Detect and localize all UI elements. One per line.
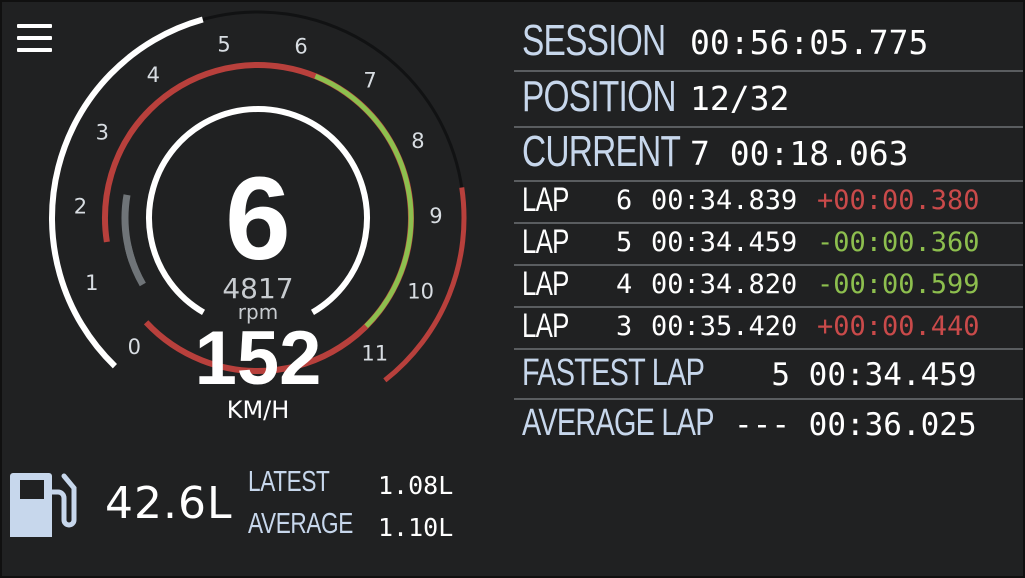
current-lap-row: CURRENT 7 00:18.063 [514,127,1023,182]
lap-label: LAP [522,265,569,303]
gauge-scale-label: 0 [128,335,141,359]
fastest-lap-value: 5 00:34.459 [734,357,977,393]
hamburger-menu-icon[interactable] [17,24,53,54]
position-label: POSITION [522,72,676,121]
cold-band-segment [121,194,146,287]
shift-light-arc [314,73,414,328]
lap-number: 5 [616,227,633,258]
gauge-scale-label: 11 [361,341,388,365]
fuel-pump-icon [10,470,80,544]
gauge-scale-label: 3 [96,121,109,145]
lap-time: 00:35.420 [651,311,798,342]
lap-number: 6 [616,185,633,216]
fuel-total: 42.6L [105,478,233,529]
current-label: CURRENT [522,127,681,176]
gauge-scale-label: 7 [363,69,376,93]
fastest-lap-label: FASTEST LAP [522,352,705,394]
position-row: POSITION 12/32 [514,72,1023,128]
gauge-scale-label: 9 [429,204,442,228]
fuel-latest-value: 1.08L [378,471,454,500]
gauge-scale-label: 2 [74,195,87,219]
lap-delta: +00:00.380 [817,185,980,216]
average-lap-value: --- 00:36.025 [734,407,977,443]
lap-delta: +00:00.440 [817,311,980,342]
lap-row: LAP 3 00:35.420 +00:00.440 [514,307,1023,350]
lap-label: LAP [522,181,569,219]
gear-indicator: 6 [225,153,291,285]
rpm-unit: rpm [238,300,278,324]
speed-value: 152 [195,316,322,401]
lap-row: LAP 6 00:34.839 +00:00.380 [514,181,1023,224]
average-lap-label: AVERAGE LAP [522,402,715,444]
position-value: 12/32 [690,79,790,118]
lap-number: 3 [616,311,633,342]
lap-number: 4 [616,269,633,300]
gauge-scale-label: 6 [294,34,307,58]
gauge-scale-label: 8 [411,129,424,153]
session-row: SESSION 00:56:05.775 [514,16,1023,72]
fuel-latest-label: LATEST [248,466,330,498]
redline-outer-arc [383,187,467,383]
rpm-value: 4817 [222,272,293,305]
lap-delta: -00:00.360 [817,227,980,258]
gauge-scale-label: 1 [85,271,98,295]
lap-time: 00:34.459 [651,227,798,258]
gauge-scale-label: 10 [407,279,434,303]
fuel-average-label: AVERAGE [248,508,353,540]
speed-unit: KM/H [227,396,290,424]
rpm-progress-arc [49,16,204,369]
lap-row: LAP 4 00:34.820 -00:00.599 [514,265,1023,308]
average-lap-row: AVERAGE LAP --- 00:36.025 [514,400,1023,450]
lap-label: LAP [522,223,569,261]
lap-time: 00:34.820 [651,269,798,300]
fuel-average-value: 1.10L [378,513,454,542]
gauge-scale-label: 5 [217,32,230,56]
lap-time: 00:34.839 [651,185,798,216]
gauge-scale-label: 4 [147,63,160,87]
lap-delta: -00:00.599 [817,269,980,300]
current-value: 7 00:18.063 [690,134,909,173]
session-value: 00:56:05.775 [690,23,929,62]
inner-ring [146,106,370,315]
session-label: SESSION [522,16,666,65]
fastest-lap-row: FASTEST LAP 5 00:34.459 [514,350,1023,400]
lap-row: LAP 5 00:34.459 -00:00.360 [514,223,1023,266]
lap-label: LAP [522,307,569,345]
tachometer-gauge: 0 1 2 3 4 5 6 7 8 9 10 11 6 4817 rpm 152 KM/H [49,10,467,424]
